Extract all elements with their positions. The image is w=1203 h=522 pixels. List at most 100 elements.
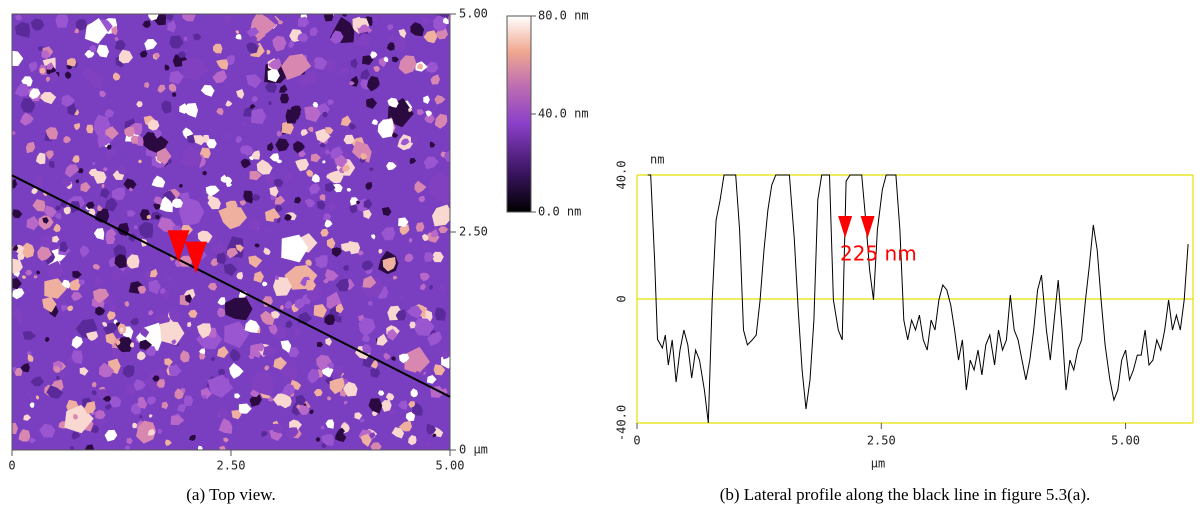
grain [142, 20, 151, 28]
grain [172, 92, 177, 97]
grain [412, 402, 423, 416]
grain [167, 20, 177, 33]
grain [316, 341, 324, 348]
grain [106, 144, 112, 150]
grain [343, 134, 355, 145]
grain [12, 366, 17, 372]
grain [382, 257, 396, 272]
grain [217, 346, 229, 358]
grain [65, 338, 70, 343]
grain [156, 379, 165, 388]
grain [253, 271, 264, 283]
grain [133, 225, 139, 230]
grain [272, 35, 287, 52]
grain [293, 329, 302, 337]
grain [246, 27, 260, 37]
grain [424, 113, 435, 124]
grain [104, 148, 117, 160]
grain [387, 97, 399, 108]
afm-image [12, 14, 450, 450]
grain [193, 33, 202, 41]
grain [265, 208, 281, 222]
grain [431, 228, 439, 238]
grain [268, 101, 272, 105]
grain [58, 421, 67, 429]
grain [96, 44, 109, 58]
grain [72, 270, 82, 279]
grain [18, 429, 31, 442]
grain [133, 379, 146, 391]
grain [53, 223, 61, 233]
x-tick-label: 5.00 [1111, 434, 1140, 448]
grain [148, 14, 159, 21]
grain [307, 368, 320, 384]
grain [119, 327, 124, 333]
grain [139, 328, 150, 338]
y-axis-label: nm [650, 153, 664, 167]
grain [108, 304, 118, 313]
grain [161, 100, 172, 114]
grain [153, 129, 162, 139]
grain [369, 167, 374, 172]
grain [366, 97, 377, 109]
grain [28, 88, 41, 100]
grain [369, 432, 376, 439]
grain [207, 282, 218, 291]
grain [48, 161, 55, 169]
grain [99, 90, 107, 98]
grain [260, 431, 268, 438]
grain [25, 141, 36, 154]
grain [42, 217, 49, 224]
grain [385, 392, 395, 401]
grain [218, 440, 228, 449]
grain [386, 24, 394, 31]
grain [229, 362, 244, 379]
grain [61, 304, 68, 312]
grain [22, 14, 33, 20]
grain [32, 199, 46, 212]
grain [246, 74, 262, 89]
grain [326, 174, 332, 179]
grain [244, 319, 260, 333]
grain [415, 371, 420, 376]
grain [367, 75, 380, 92]
grain [408, 401, 416, 408]
grain [157, 84, 166, 93]
grain [154, 52, 160, 59]
grain [363, 199, 373, 209]
grain [40, 235, 54, 248]
grain [262, 296, 273, 308]
grain [138, 221, 154, 239]
grain [339, 66, 350, 75]
grain [319, 142, 326, 148]
grain [298, 404, 310, 415]
grain [327, 203, 336, 211]
grain [390, 104, 404, 117]
grain [91, 425, 99, 434]
grain [327, 396, 332, 401]
grain [432, 433, 437, 438]
grain [418, 195, 425, 203]
grain [281, 383, 295, 396]
grain [86, 124, 94, 134]
grain [309, 409, 314, 415]
grain [297, 16, 310, 28]
grain [104, 429, 118, 442]
grain [264, 81, 278, 93]
grain [106, 311, 116, 321]
grain [101, 321, 108, 327]
grain [381, 400, 392, 412]
grain [38, 92, 57, 105]
grain [213, 43, 223, 54]
grain [104, 108, 115, 118]
grain [360, 433, 372, 447]
grain [313, 388, 323, 397]
grain [432, 204, 450, 227]
grain [210, 356, 216, 361]
grain [383, 56, 389, 62]
grain [210, 258, 219, 267]
grain [17, 318, 22, 323]
grain [139, 339, 153, 351]
grain [306, 169, 314, 177]
caption: (b) Lateral profile along the black line… [720, 485, 1091, 504]
